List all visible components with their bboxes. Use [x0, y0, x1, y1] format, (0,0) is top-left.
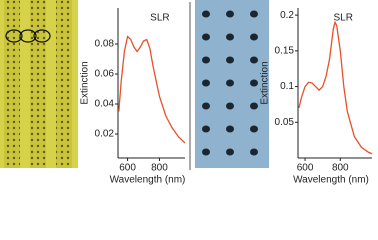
particle	[226, 102, 234, 110]
particle	[226, 148, 234, 156]
particle	[202, 79, 210, 87]
y-tick-label: 0.15	[275, 45, 295, 56]
particle	[202, 33, 210, 41]
annotation: SLR	[334, 13, 353, 24]
y-tick-label: 0.08	[95, 39, 115, 50]
particle	[226, 56, 234, 64]
particle	[250, 125, 258, 133]
y-tick-label: 0.2	[280, 10, 294, 21]
y-tick-label: 0.04	[95, 99, 115, 110]
particle	[250, 79, 258, 87]
particle	[250, 102, 258, 110]
sem-image-particles	[195, 0, 269, 168]
particle	[202, 56, 210, 64]
data-line	[298, 20, 373, 155]
y-tick-label: 0.05	[275, 117, 295, 128]
particle	[250, 10, 258, 18]
particle	[226, 10, 234, 18]
y-axis-label: Extinction	[260, 61, 271, 104]
x-tick-label: 600	[119, 163, 136, 174]
particle	[202, 148, 210, 156]
particle	[250, 56, 258, 64]
x-tick-label: 800	[332, 163, 349, 174]
x-axis-label: Wavelength (nm)	[293, 175, 369, 186]
particle	[226, 79, 234, 87]
data-line	[118, 35, 186, 144]
x-tick-label: 800	[151, 163, 168, 174]
particle	[202, 10, 210, 18]
y-tick-label: 0.1	[280, 81, 294, 92]
particle	[202, 125, 210, 133]
annotation: SLR	[150, 13, 169, 24]
particle	[226, 125, 234, 133]
x-axis-label: Wavelength (nm)	[110, 175, 186, 186]
y-tick-label: 0.06	[95, 69, 115, 80]
y-tick-label: 0.02	[95, 129, 115, 140]
particle	[202, 102, 210, 110]
x-tick-label: 600	[297, 163, 314, 174]
y-axis-label: Extinction	[80, 61, 91, 104]
sem-image-gold	[0, 0, 78, 168]
particle	[250, 33, 258, 41]
particle	[250, 148, 258, 156]
particle	[226, 33, 234, 41]
